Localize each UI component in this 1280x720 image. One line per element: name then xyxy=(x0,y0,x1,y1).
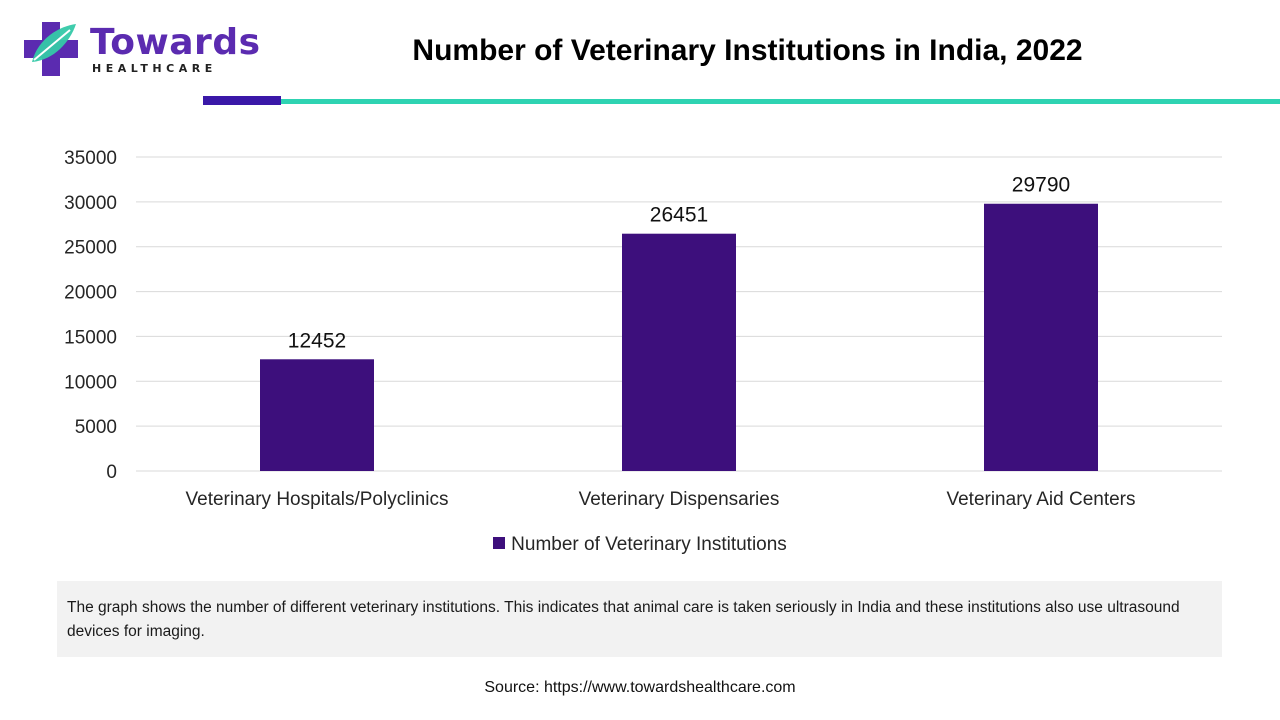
data-label: 26451 xyxy=(650,204,708,227)
y-tick-label: 5000 xyxy=(75,417,117,438)
legend-swatch xyxy=(493,537,506,549)
y-tick-label: 20000 xyxy=(64,283,117,304)
description-box: The graph shows the number of different … xyxy=(57,581,1222,657)
bar xyxy=(260,359,374,471)
y-tick-label: 10000 xyxy=(64,372,117,393)
logo-wordmark: Towards xyxy=(90,22,261,63)
logo-tagline: HEALTHCARE xyxy=(92,62,217,75)
bar xyxy=(622,233,736,471)
data-label: 12452 xyxy=(288,329,346,352)
chart-title: Number of Veterinary Institutions in Ind… xyxy=(412,34,1083,67)
y-tick-label: 35000 xyxy=(64,148,117,169)
bar-chart: 0 5000 10000 15000 20000 25000 30000 35000 12452… xyxy=(64,148,1222,510)
legend-label: Number of Veterinary Institutions xyxy=(511,534,787,555)
data-label: 29790 xyxy=(1012,174,1070,197)
header-divider-line xyxy=(281,99,1280,104)
header-accent-bar xyxy=(203,96,281,105)
y-tick-label: 25000 xyxy=(64,238,117,259)
medical-cross-icon xyxy=(24,22,78,76)
x-tick-label: Veterinary Hospitals/Polyclinics xyxy=(186,489,449,510)
description-text: The graph shows the number of different … xyxy=(67,599,1180,640)
company-logo: Towards HEALTHCARE xyxy=(20,18,260,82)
chart-legend: Number of Veterinary Institutions xyxy=(0,534,1280,556)
x-tick-label: Veterinary Dispensaries xyxy=(579,489,780,510)
x-tick-label: Veterinary Aid Centers xyxy=(946,489,1135,510)
source-citation: Source: https://www.towardshealthcare.co… xyxy=(484,679,796,696)
bar xyxy=(984,203,1098,471)
y-tick-label: 0 xyxy=(106,462,117,483)
y-tick-label: 15000 xyxy=(64,327,117,348)
y-tick-label: 30000 xyxy=(64,193,117,214)
